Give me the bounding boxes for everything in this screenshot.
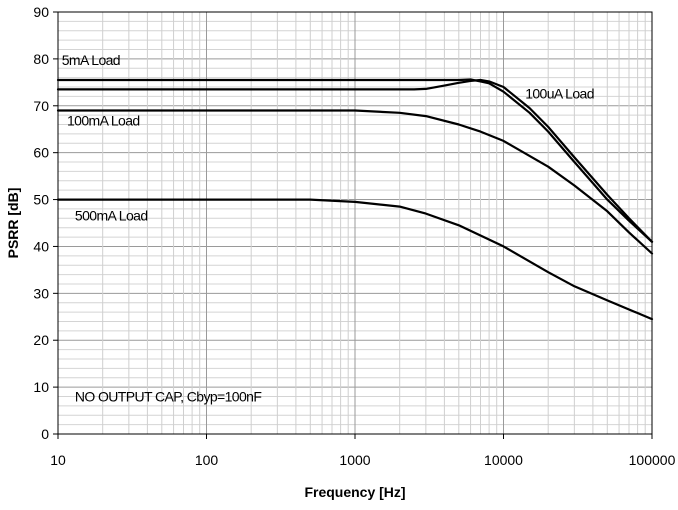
y-tick-label: 20 [33, 332, 49, 348]
x-tick-label: 10000 [484, 452, 523, 468]
x-tick-label: 1000 [339, 452, 370, 468]
annotations: 5mA Load 100uA Load 100mA Load 500mA Load NO… [62, 52, 595, 405]
y-tick-label: 90 [33, 4, 49, 20]
series-line-1 [56, 78, 654, 243]
x-tick-label: 100 [195, 452, 219, 468]
series-line-2 [56, 109, 654, 255]
y-tick-label: 80 [33, 51, 49, 67]
x-tick-label: 100000 [629, 452, 676, 468]
y-tick-label: 70 [33, 98, 49, 114]
x-axis-title: Frequency [Hz] [304, 484, 405, 500]
y-tick-label: 40 [33, 238, 49, 254]
axis-ticks [53, 11, 653, 439]
series-line-0 [56, 78, 654, 243]
series-line-3 [56, 198, 654, 321]
y-tick-label: 60 [33, 145, 49, 161]
annotation-label-0: 5mA Load [62, 52, 120, 68]
y-tick-label: 50 [33, 192, 49, 208]
grid [57, 11, 652, 435]
y-axis-title: PSRR [dB] [5, 188, 21, 259]
annotation-label-1: 100uA Load [525, 86, 594, 102]
series-group [56, 78, 654, 321]
y-tick-label: 10 [33, 379, 49, 395]
x-tick-label: 10 [50, 452, 66, 468]
y-tick-label: 30 [33, 285, 49, 301]
annotation-label-3: 500mA Load [75, 208, 148, 224]
y-tick-label: 0 [41, 426, 49, 442]
annotation-label-2: 100mA Load [67, 112, 140, 128]
annotation-label-4: NO OUTPUT CAP, Cbyp=100nF [75, 389, 261, 405]
